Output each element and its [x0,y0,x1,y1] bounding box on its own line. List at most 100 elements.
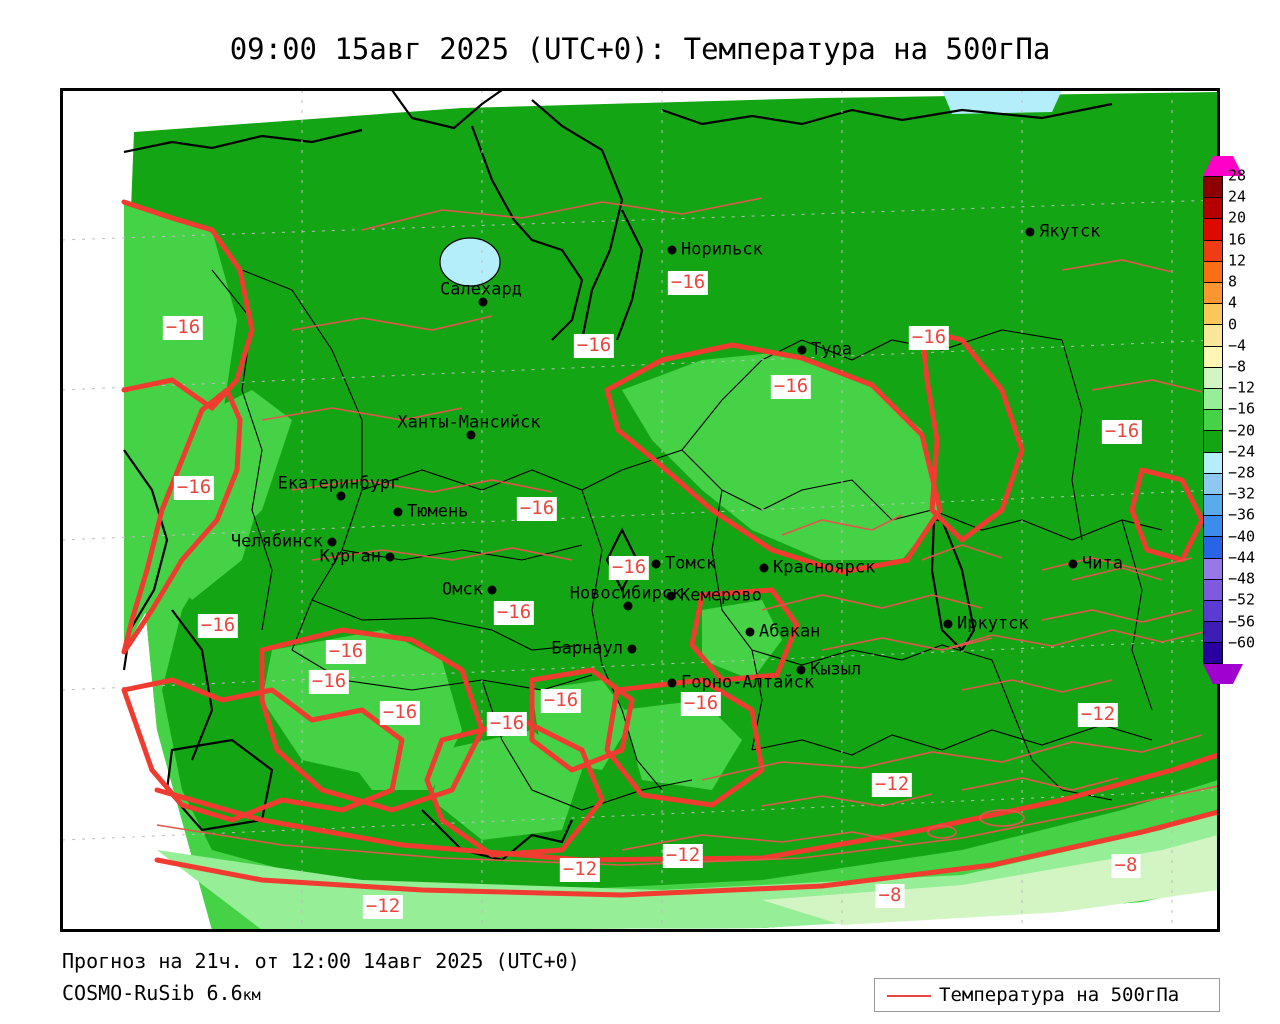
colorbar-tick-label: 20 [1228,208,1247,227]
city-name-label: Салехард [440,279,522,300]
colorbar-segment [1203,260,1223,283]
contour-value-label: −16 [197,614,239,638]
colorbar-tick-label: −60 [1228,633,1256,652]
colorbar-segment [1203,515,1223,537]
city-dot-icon [667,678,677,688]
contour-value-label: −16 [908,326,950,350]
city-dot-icon [487,585,497,595]
colorbar-tick-label: −28 [1228,463,1256,482]
city-dot-icon [385,552,395,562]
city-dot-icon [623,601,633,611]
colorbar-segment [1203,324,1223,346]
contour-value-label: −16 [308,670,350,694]
colorbar-tick-label: −4 [1228,336,1247,355]
colorbar-segment [1203,494,1223,516]
colorbar-tick-label: 12 [1228,251,1247,270]
colorbar-tick-label: −48 [1228,569,1256,588]
city-name-label: Красноярск [773,557,876,578]
colorbar-tick-label: −24 [1228,442,1256,461]
city-name-label: Омск [442,579,483,600]
colorbar-segment [1203,451,1223,473]
map-legend: Температура на 500гПа [874,978,1220,1012]
colorbar-tick-label: 24 [1228,187,1247,206]
colorbar-tick-label: −36 [1228,505,1256,524]
colorbar-tick-label: 4 [1228,293,1238,312]
colorbar-segment [1203,388,1223,410]
contour-value-label: −12 [662,844,704,868]
contour-value-label: −16 [770,375,812,399]
contour-value-label: −16 [379,701,421,725]
contour-value-label: −16 [573,334,615,358]
city-dot-icon [1068,559,1078,569]
contour-value-label: −16 [608,556,650,580]
city-name-label: Новосибирск [569,583,683,604]
contour-value-label: −8 [875,884,905,908]
city-dot-icon [393,507,403,517]
city-name-label: Екатеринбург [277,473,401,494]
colorbar-segment [1203,430,1223,452]
colorbar-segment [1203,239,1223,261]
colorbar-tick-label: −20 [1228,421,1256,440]
city-name-label: Томск [665,553,717,574]
city-name-label: Барнаул [551,638,623,659]
colorbar-segment [1203,303,1223,325]
city-name-label: Ханты-Мансийск [397,412,541,433]
city-dot-icon [336,491,346,501]
city-name-label: Тура [811,339,852,360]
city-dot-icon [759,563,769,573]
colorbar-segment [1203,642,1223,664]
model-info: COSMO-RuSib 6.6км [62,982,261,1006]
colorbar-over-arrow [1203,156,1243,176]
contour-value-label: −16 [162,316,204,340]
colorbar-segment [1203,197,1223,219]
contour-value-label: −12 [1077,703,1119,727]
city-dot-icon [327,537,337,547]
city-dot-icon [796,665,806,675]
city-name-label: Кемерово [680,585,762,606]
city-name-label: Абакан [759,621,821,642]
forecast-info: Прогноз на 21ч. от 12:00 14авг 2025 (UTC… [62,949,580,973]
colorbar-under-arrow [1203,664,1243,684]
contour-value-label: −8 [1111,854,1141,878]
colorbar-tick-label: −56 [1228,612,1256,631]
colorbar-segment [1203,218,1223,240]
city-name-label: Тюмень [407,501,469,522]
colorbar-tick-label: 16 [1228,230,1247,249]
contour-value-label: −16 [325,640,367,664]
colorbar-tick-label: −44 [1228,548,1256,567]
contour-value-label: −12 [559,858,601,882]
colorbar-tick-label: 28 [1228,166,1247,185]
legend-label: Температура на 500гПа [939,984,1180,1006]
colorbar-segment [1203,282,1223,304]
city-dot-icon [667,245,677,255]
city-dot-icon [651,559,661,569]
colorbar-tick-label: −8 [1228,357,1247,376]
city-name-label: Кызыл [810,659,862,680]
city-dot-icon [1025,227,1035,237]
contour-value-label: −16 [486,712,528,736]
city-dot-icon [797,345,807,355]
colorbar-tick-label: −16 [1228,399,1256,418]
legend-line-swatch [887,995,931,997]
city-dot-icon [666,591,676,601]
colorbar-segment [1203,578,1223,601]
colorbar-tick-label: −12 [1228,378,1256,397]
page-title: 09:00 15авг 2025 (UTC+0): Температура на… [229,32,1051,66]
city-name-label: Чита [1082,553,1123,574]
colorbar-tick-label: 8 [1228,272,1238,291]
map-frame[interactable]: −16 −16 −16 −16 −16 −16 −16 −16 −16 −16 −16 −16 −16−… [60,88,1220,932]
contour-value-label: −12 [871,773,913,797]
model-resolution: 6.6 [206,981,243,1005]
contour-value-label: −16 [173,476,215,500]
colorbar-tick-label: −52 [1228,590,1256,609]
contour-value-label: −16 [516,497,558,521]
contour-value-label: −16 [1101,420,1143,444]
colorbar[interactable]: 28 24 20 16 12 8 4 0 −4 −8 −12 −16 −20 −24 −28 −32 −36 −4… [1203,168,1255,664]
contour-value-label: −16 [540,689,582,713]
contour-value-label: −16 [493,601,535,625]
colorbar-tick-label: −32 [1228,484,1256,503]
city-dot-icon [627,644,637,654]
temperature-field [62,90,1218,930]
city-name-label: Курган [319,546,381,567]
contour-value-label: −16 [680,692,722,716]
